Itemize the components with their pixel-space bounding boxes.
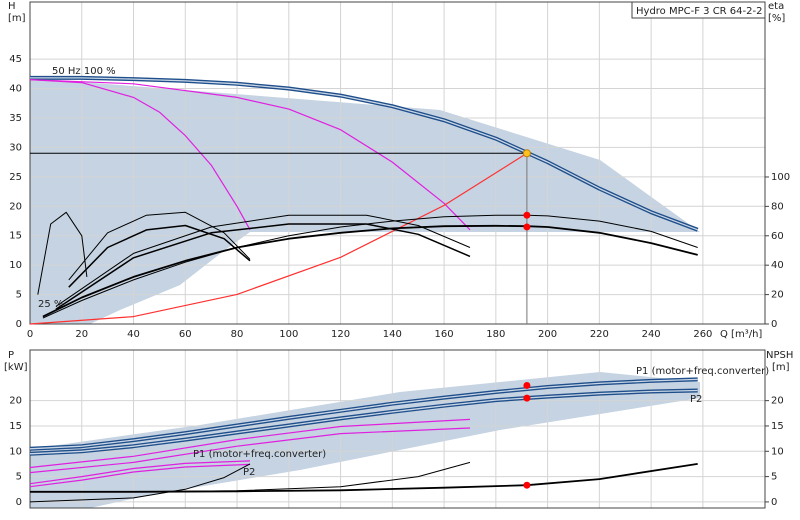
curve xyxy=(29,463,251,503)
x-tick-label: 160 xyxy=(435,329,454,340)
curve xyxy=(29,79,471,231)
plot-frame xyxy=(29,349,766,509)
x-tick-label: 0 xyxy=(27,329,33,340)
y2-axis-label: eta xyxy=(768,1,784,12)
x-tick-label: 80 xyxy=(231,329,244,340)
plot-frame xyxy=(29,1,766,325)
y2-tick-label: 15 xyxy=(771,421,784,432)
curve xyxy=(29,460,251,485)
curve xyxy=(42,214,698,319)
y-tick-label: 10 xyxy=(9,260,22,271)
y-tick-label: 5 xyxy=(16,472,22,483)
title-box xyxy=(631,1,766,19)
x-tick-label: 240 xyxy=(642,329,661,340)
curve-highlight xyxy=(29,378,698,450)
x-tick-label: 60 xyxy=(179,329,192,340)
x-tick-label: 180 xyxy=(486,329,505,340)
annotation: P1 (motor+freq.converter) xyxy=(193,449,326,460)
y2-axis-unit: [m] xyxy=(772,362,790,373)
operating-range xyxy=(30,372,700,508)
x-tick-label: 20 xyxy=(75,329,88,340)
y2-tick-label: 100 xyxy=(771,172,790,183)
y2-tick-label: 10 xyxy=(771,446,784,457)
duty-point xyxy=(523,211,531,219)
y2-axis-label: NPSH xyxy=(766,350,793,361)
duty-point xyxy=(523,381,531,389)
curve xyxy=(30,461,471,493)
y2-tick-label: 20 xyxy=(771,396,784,407)
y2-tick-label: 40 xyxy=(771,260,784,271)
y-tick-label: 20 xyxy=(9,396,22,407)
annotation: 25 % xyxy=(38,299,63,310)
duty-point xyxy=(523,223,531,231)
y2-tick-label: 0 xyxy=(771,497,777,508)
y-axis-label: P xyxy=(8,350,14,361)
y-tick-label: 20 xyxy=(9,201,22,212)
y-tick-label: 15 xyxy=(9,231,22,242)
annotation: P1 (motor+freq.converter) xyxy=(636,366,769,377)
duty-point xyxy=(522,149,531,158)
y-tick-label: 10 xyxy=(9,446,22,457)
y2-tick-label: 20 xyxy=(771,290,784,301)
curve xyxy=(55,223,471,310)
y-axis-unit: [kW] xyxy=(4,362,28,373)
x-tick-label: 40 xyxy=(127,329,140,340)
curve xyxy=(55,214,471,307)
y-tick-label: 25 xyxy=(9,172,22,183)
annotation: P2 xyxy=(690,394,702,405)
y-tick-label: 0 xyxy=(16,497,22,508)
duty-point xyxy=(523,481,531,489)
y-tick-label: 45 xyxy=(9,54,22,65)
y2-tick-label: 0 xyxy=(771,319,777,330)
x-axis-label: Q [m³/h] xyxy=(720,329,762,340)
operating-range xyxy=(30,78,700,324)
y2-tick-label: 5 xyxy=(771,472,777,483)
y2-tick-label: 80 xyxy=(771,201,784,212)
x-tick-label: 100 xyxy=(279,329,298,340)
y-tick-label: 30 xyxy=(9,142,22,153)
x-tick-label: 220 xyxy=(590,329,609,340)
y-tick-label: 5 xyxy=(16,290,22,301)
curve xyxy=(29,152,528,325)
curve xyxy=(68,211,251,281)
curve-highlight xyxy=(29,389,698,455)
x-tick-label: 140 xyxy=(383,329,402,340)
curve xyxy=(29,427,471,474)
y2-tick-label: 60 xyxy=(771,231,784,242)
curve xyxy=(29,79,251,231)
curve xyxy=(68,224,251,288)
y-tick-label: 40 xyxy=(9,84,22,95)
curve xyxy=(37,211,88,295)
annotation: P2 xyxy=(243,467,255,478)
y-tick-label: 15 xyxy=(9,421,22,432)
y2-axis-unit: [%] xyxy=(768,13,785,24)
x-tick-label: 260 xyxy=(693,329,712,340)
curve-highlight xyxy=(30,77,698,231)
y-axis-label: H xyxy=(8,1,16,12)
chart-title: Hydro MPC-F 3 CR 64-2-2 xyxy=(636,6,762,17)
y-tick-label: 0 xyxy=(16,319,22,330)
y-axis-unit: [m] xyxy=(8,13,26,24)
x-tick-label: 120 xyxy=(331,329,350,340)
curve xyxy=(29,463,251,488)
x-tick-label: 200 xyxy=(538,329,557,340)
annotation: 50 Hz 100 % xyxy=(52,66,116,77)
y-tick-label: 35 xyxy=(9,113,22,124)
duty-point xyxy=(523,394,531,402)
curve xyxy=(29,418,471,469)
